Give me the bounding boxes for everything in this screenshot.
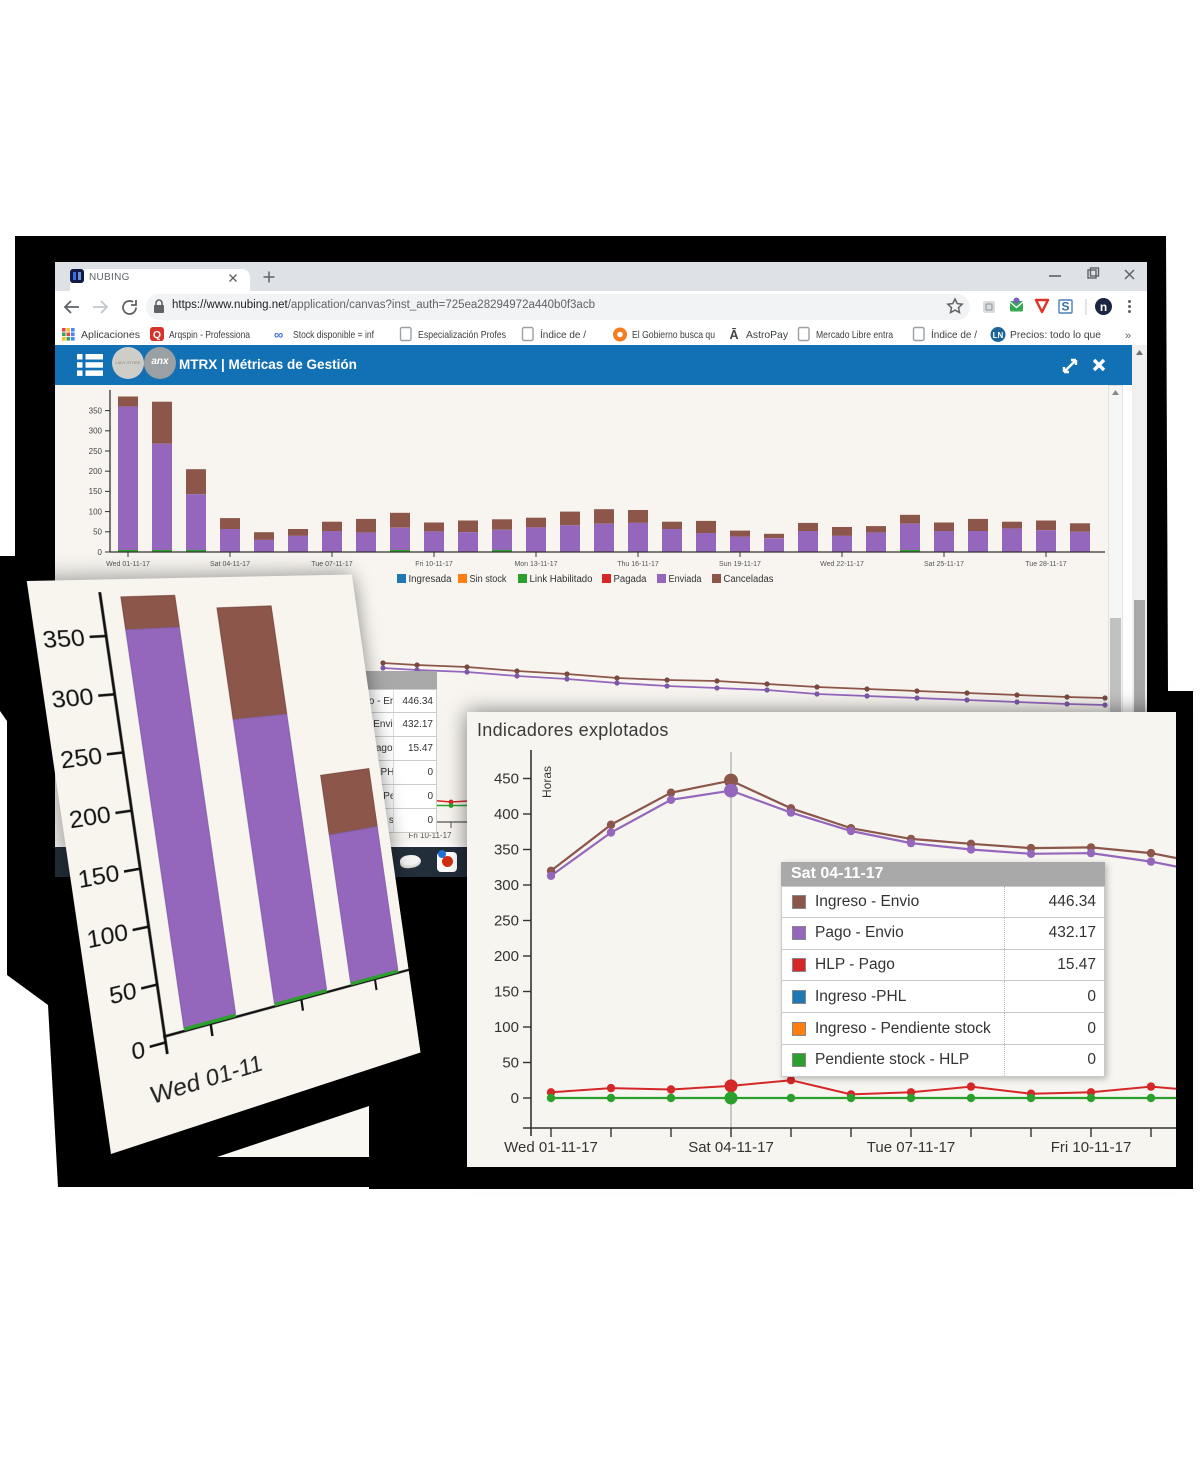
svg-text:350: 350 <box>89 406 103 415</box>
svg-text:Ingresada: Ingresada <box>409 574 452 585</box>
svg-text:Link Habilitado: Link Habilitado <box>530 574 593 585</box>
svg-text:Wed 01-11: Wed 01-11 <box>149 1050 264 1110</box>
svg-text:Tue 07-11-17: Tue 07-11-17 <box>311 561 352 568</box>
svg-text:S: S <box>1061 300 1069 314</box>
svg-text:Wed 01-11-17: Wed 01-11-17 <box>504 1139 598 1156</box>
svg-text:Aplicaciones: Aplicaciones <box>81 329 140 341</box>
svg-text:400: 400 <box>494 806 519 823</box>
svg-text:250: 250 <box>494 913 519 930</box>
svg-text:Horas: Horas <box>540 766 554 798</box>
svg-text:»: » <box>1125 330 1131 342</box>
svg-text:100: 100 <box>85 920 130 954</box>
svg-text:300: 300 <box>494 877 519 894</box>
svg-text:∞: ∞ <box>274 327 283 342</box>
svg-text:Mon 13-11-17: Mon 13-11-17 <box>514 561 557 568</box>
svg-text:Especialización Profes: Especialización Profes <box>418 329 506 341</box>
svg-text:Sun 19-11-17: Sun 19-11-17 <box>719 561 761 568</box>
svg-text:150: 150 <box>494 984 519 1001</box>
svg-text:0: 0 <box>130 1037 147 1066</box>
svg-text:0: 0 <box>511 1090 519 1107</box>
svg-text:LN: LN <box>993 331 1004 340</box>
svg-text:El Gobierno busca qu: El Gobierno busca qu <box>632 329 715 341</box>
svg-text:250: 250 <box>59 744 104 774</box>
svg-text:Ā: Ā <box>729 328 738 342</box>
svg-text:n: n <box>1100 300 1107 314</box>
svg-text:300: 300 <box>50 685 95 714</box>
svg-text:300: 300 <box>89 427 103 436</box>
svg-text:Precios: todo lo que: Precios: todo lo que <box>1010 329 1101 341</box>
svg-text:Fri 10-11-17: Fri 10-11-17 <box>415 561 453 568</box>
svg-text:50: 50 <box>502 1055 519 1072</box>
svg-text:Q: Q <box>153 329 161 341</box>
svg-text:Pagada: Pagada <box>614 574 647 585</box>
svg-text:Sin stock: Sin stock <box>470 574 508 585</box>
svg-text:Sat 04-11-17: Sat 04-11-17 <box>688 1139 774 1156</box>
svg-text:Canceladas: Canceladas <box>724 574 774 585</box>
svg-text:Índice de /: Índice de / <box>540 328 586 341</box>
svg-text:Thu 16-11-17: Thu 16-11-17 <box>617 561 659 568</box>
svg-text:Arqspin - Professiona: Arqspin - Professiona <box>169 329 250 341</box>
svg-text:Fri 10-11-17: Fri 10-11-17 <box>409 831 453 840</box>
svg-text:150: 150 <box>76 861 121 894</box>
svg-text:50: 50 <box>93 528 102 537</box>
svg-text:50: 50 <box>108 978 139 1010</box>
svg-text:Sat 25-11-17: Sat 25-11-17 <box>924 561 964 568</box>
svg-text:Wed 01-11-17: Wed 01-11-17 <box>106 561 150 568</box>
svg-text:Tue 28-11-17: Tue 28-11-17 <box>1025 561 1066 568</box>
svg-text:100: 100 <box>89 507 103 516</box>
svg-text:100: 100 <box>494 1019 519 1036</box>
svg-text:Enviada: Enviada <box>669 574 702 585</box>
svg-text:200: 200 <box>68 802 113 833</box>
svg-text:250: 250 <box>89 447 103 456</box>
svg-text:200: 200 <box>89 467 103 476</box>
svg-text:0: 0 <box>98 548 103 557</box>
svg-text:150: 150 <box>89 487 103 496</box>
svg-text:Mercado Libre entra: Mercado Libre entra <box>816 329 893 341</box>
svg-text:Sat 04-11-17: Sat 04-11-17 <box>210 561 250 568</box>
svg-text:Índice de /: Índice de / <box>931 328 977 341</box>
svg-text:Wed 22-11-17: Wed 22-11-17 <box>820 561 864 568</box>
svg-text:450: 450 <box>494 771 519 788</box>
svg-text:Tue 07-11-17: Tue 07-11-17 <box>867 1139 955 1156</box>
svg-text:Fri 10-11-17: Fri 10-11-17 <box>1051 1139 1132 1156</box>
svg-text:Stock disponible = inf: Stock disponible = inf <box>293 329 374 341</box>
svg-text:350: 350 <box>494 842 519 859</box>
svg-text:AstroPay: AstroPay <box>746 329 789 341</box>
svg-text:350: 350 <box>41 626 87 654</box>
svg-text:200: 200 <box>494 948 519 965</box>
